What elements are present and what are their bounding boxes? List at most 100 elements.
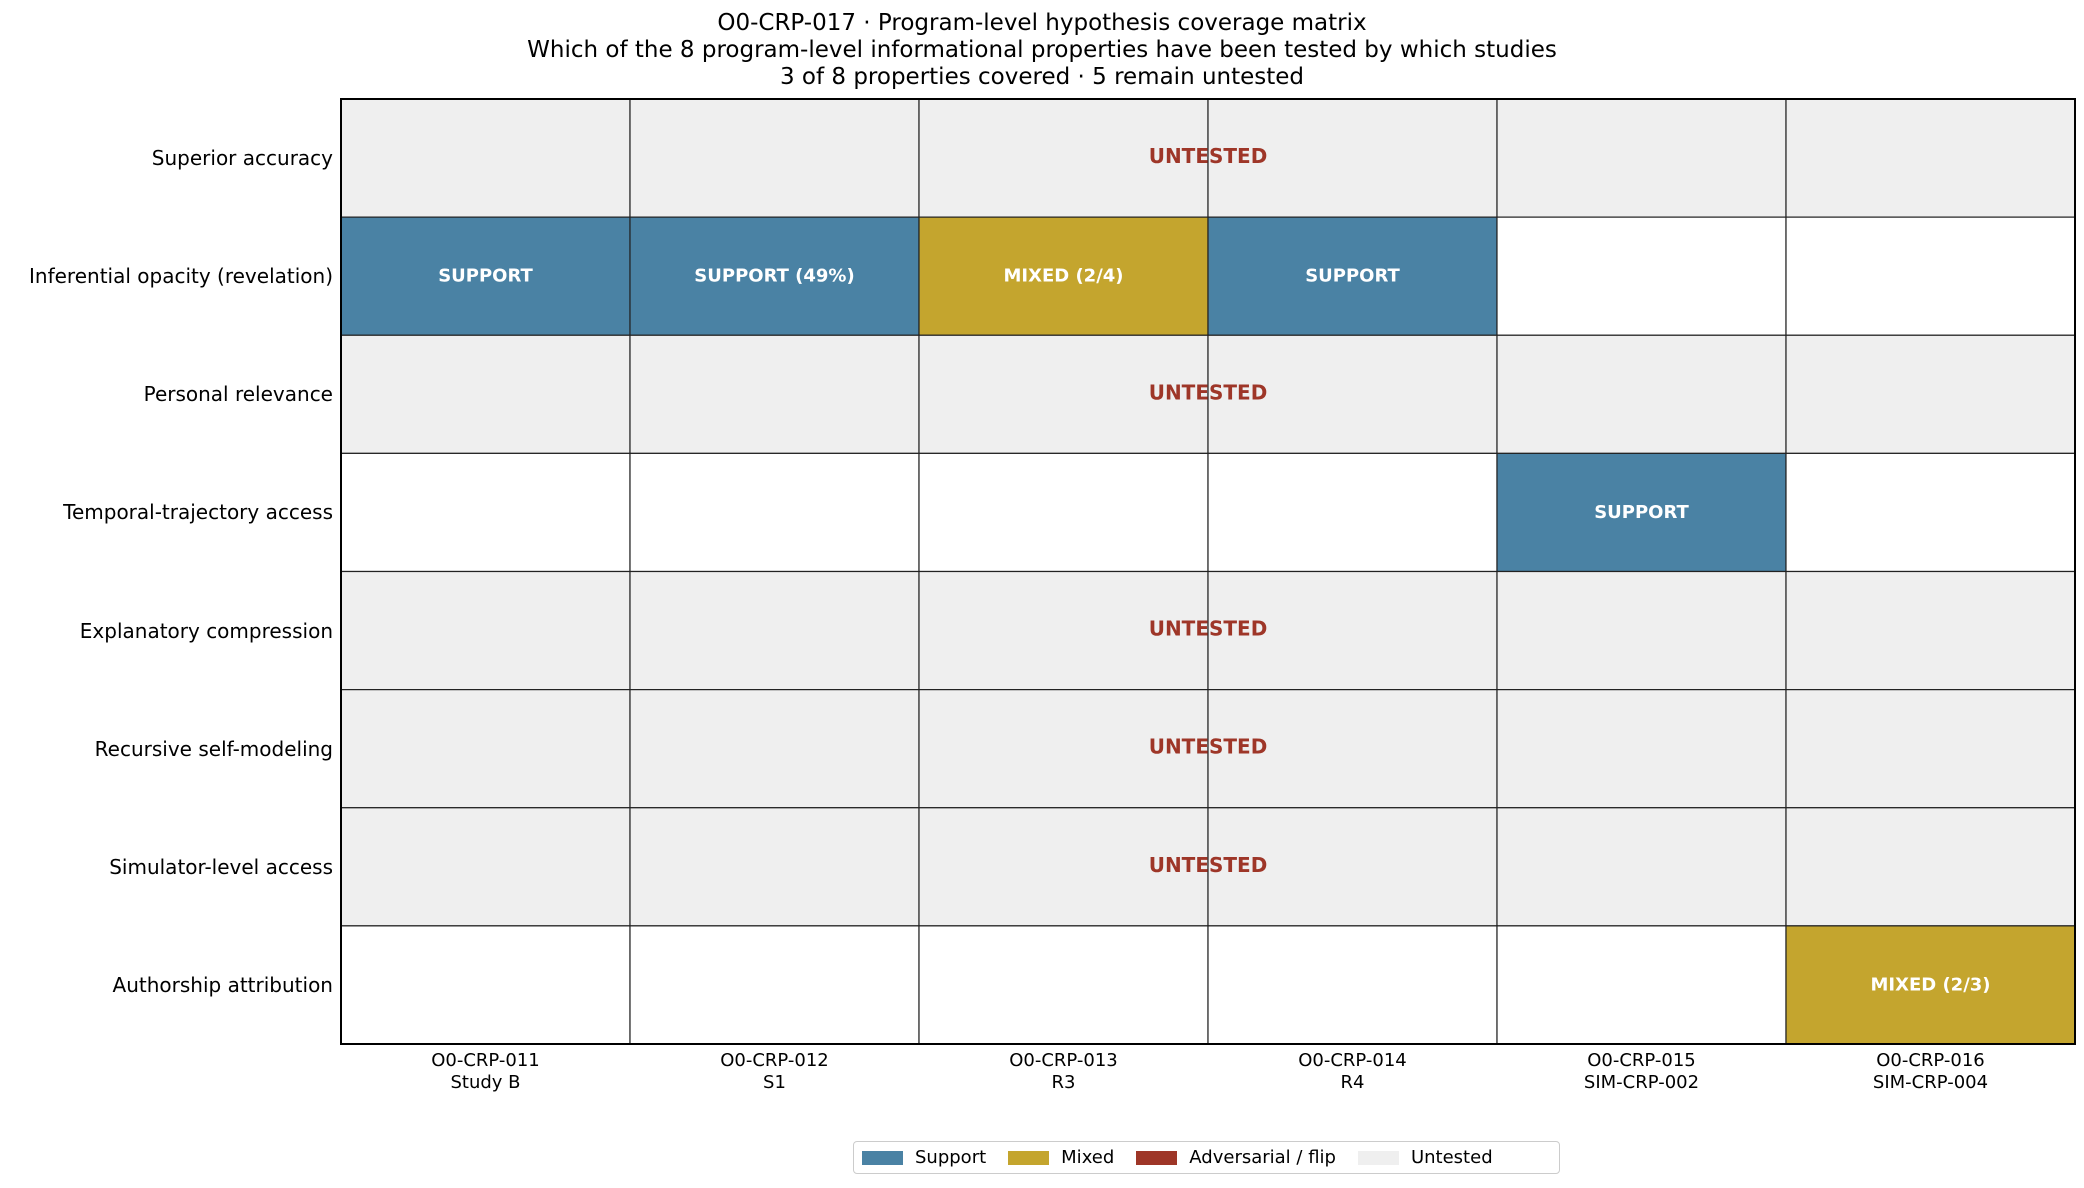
cell-label: SUPPORT (1594, 502, 1689, 523)
matrix-cell (1496, 807, 1787, 927)
matrix-cell (340, 216, 631, 336)
column-id: O0-CRP-012 (720, 1050, 829, 1071)
matrix-cell (629, 452, 920, 573)
matrix-cell (918, 216, 1209, 336)
matrix-frame (340, 98, 2076, 1045)
matrix-cell (918, 570, 1209, 691)
matrix-cell (340, 925, 631, 1045)
column-label: O0-CRP-012 S1 (720, 1050, 829, 1094)
matrix-cell (1496, 334, 1787, 454)
column-id: O0-CRP-015 (1587, 1050, 1696, 1071)
matrix-cell (629, 689, 920, 809)
matrix-cell (1207, 689, 1498, 809)
matrix-cell (1207, 807, 1498, 927)
column-id: O0-CRP-016 (1876, 1050, 1985, 1071)
matrix-cell (1207, 98, 1498, 218)
coverage-matrix: SUPPORT SUPPORT (49%) MIXED (2/4) SUPPORT SU… (340, 98, 2076, 1045)
row-label: Temporal-trajectory access (63, 500, 333, 525)
matrix-cell (629, 334, 920, 454)
row-label: Simulator-level access (109, 854, 333, 879)
column-label: O0-CRP-016 SIM-CRP-004 (1873, 1050, 1988, 1094)
matrix-cell (340, 452, 631, 573)
legend-swatch (1136, 1150, 1178, 1165)
column-label: O0-CRP-013 R3 (1009, 1050, 1118, 1094)
row-label: Explanatory compression (79, 618, 333, 643)
legend-swatch (1008, 1150, 1050, 1165)
matrix-cell (1496, 689, 1787, 809)
matrix-cell (1785, 452, 2076, 573)
column-label: O0-CRP-014 R4 (1298, 1050, 1407, 1094)
matrix-cell (1207, 925, 1498, 1045)
matrix-cell (918, 925, 1209, 1045)
column-label: O0-CRP-011 Study B (431, 1050, 540, 1094)
chart-coverage-summary: 3 of 8 properties covered · 5 remain unt… (779, 64, 1305, 90)
matrix-cell (1496, 570, 1787, 691)
matrix-cell (918, 689, 1209, 809)
matrix-cell (918, 98, 1209, 218)
column-subtitle: SIM-CRP-004 (1872, 1072, 1989, 1093)
row-label: Personal relevance (143, 382, 333, 407)
cell-label: SUPPORT (438, 266, 533, 287)
matrix-cell (1207, 216, 1498, 336)
column-labels: O0-CRP-011 Study B O0-CRP-012 S1 O0-CRP-013 R… (340, 1050, 2076, 1110)
matrix-cell (1496, 925, 1787, 1045)
legend-label: Untested (1410, 1147, 1493, 1168)
row-labels: Superior accuracy Inferential opacity (re… (0, 98, 333, 1045)
matrix-cell (1785, 98, 2076, 218)
matrix-cell (1207, 452, 1498, 573)
column-subtitle: Study B (450, 1072, 521, 1093)
cell-label: MIXED (2/3) (1870, 974, 1990, 995)
legend-label: Mixed (1061, 1147, 1115, 1168)
chart-title-line-1: O0-CRP-017 · Program-level hypothesis co… (717, 10, 1367, 36)
matrix-cell (1496, 216, 1787, 336)
matrix-cell (340, 570, 631, 691)
matrix-cell (1785, 570, 2076, 691)
untested-label: UNTESTED (1149, 144, 1268, 168)
untested-label: UNTESTED (1149, 617, 1268, 641)
matrix-cell (1785, 807, 2076, 927)
column-subtitle: SIM-CRP-002 (1583, 1072, 1700, 1093)
untested-label: UNTESTED (1149, 380, 1268, 404)
matrix-cell (1785, 925, 2076, 1045)
legend: Support Mixed Adversarial / flip Untested (853, 1141, 1560, 1174)
matrix-cell (340, 98, 631, 218)
matrix-cell (1785, 334, 2076, 454)
legend-item-mixed: Mixed (1008, 1147, 1114, 1168)
matrix-cell (340, 689, 631, 809)
legend-swatch (1357, 1150, 1399, 1165)
matrix-cell (918, 452, 1209, 573)
cell-label: SUPPORT (49%) (694, 266, 854, 287)
column-label: O0-CRP-015 SIM-CRP-002 (1584, 1050, 1699, 1094)
legend-item-adversarial: Adversarial / flip (1136, 1147, 1336, 1168)
column-subtitle: R3 (1051, 1072, 1076, 1093)
chart-title: O0-CRP-017 · Program-level hypothesis co… (0, 10, 2084, 91)
legend-swatch (862, 1150, 903, 1165)
matrix-cell (918, 807, 1209, 927)
untested-label: UNTESTED (1149, 735, 1268, 759)
matrix-cell (629, 216, 920, 336)
matrix-cell (629, 98, 920, 218)
legend-item-support: Support (862, 1147, 986, 1168)
column-id: O0-CRP-014 (1298, 1050, 1407, 1071)
legend-label: Support (915, 1147, 987, 1168)
row-label: Superior accuracy (151, 146, 333, 171)
matrix-cell (1785, 689, 2076, 809)
chart-subtitle: Which of the 8 program-level information… (527, 37, 1557, 63)
matrix-cell (1496, 98, 1787, 218)
cell-label: MIXED (2/4) (1003, 266, 1123, 287)
legend-item-untested: Untested (1357, 1147, 1493, 1168)
matrix-cell (340, 334, 631, 454)
row-label: Recursive self-modeling (94, 736, 333, 761)
matrix-cell (629, 570, 920, 691)
matrix-cell (1207, 334, 1498, 454)
matrix-cell (629, 807, 920, 927)
matrix-cell (340, 807, 631, 927)
legend-label: Adversarial / flip (1189, 1147, 1336, 1168)
matrix-cell (629, 925, 920, 1045)
matrix-cell (1785, 216, 2076, 336)
untested-label: UNTESTED (1149, 853, 1268, 877)
column-subtitle: R4 (1340, 1072, 1365, 1093)
column-subtitle: S1 (763, 1072, 786, 1093)
row-label: Authorship attribution (112, 972, 333, 997)
column-id: O0-CRP-013 (1009, 1050, 1118, 1071)
